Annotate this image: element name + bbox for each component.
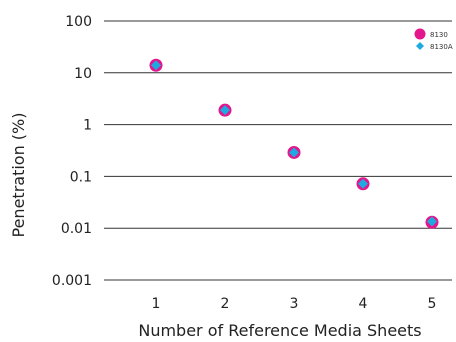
y-tick-label: 100 [65, 14, 92, 30]
legend: 8130 8130A [414, 28, 453, 51]
legend-label-8130: 8130 [430, 31, 448, 39]
point-8130A [358, 178, 368, 189]
grid-lines [104, 20, 452, 281]
y-tick-labels: 100 10 1 0.1 0.01 0.001 [52, 14, 92, 289]
x-tick-label: 5 [428, 296, 437, 312]
legend-marker-8130A [416, 42, 424, 50]
x-tick-label: 2 [221, 296, 230, 312]
point-8130A [427, 216, 437, 227]
y-tick-label: 0.1 [70, 169, 92, 185]
point-8130A [289, 147, 299, 158]
legend-label-8130A: 8130A [430, 43, 453, 51]
legend-marker-8130 [414, 28, 426, 40]
x-tick-label: 1 [152, 296, 161, 312]
x-tick-labels: 1 2 3 4 5 [152, 296, 437, 312]
y-tick-label: 1 [83, 118, 92, 134]
y-tick-label: 0.001 [52, 273, 92, 289]
y-tick-label: 10 [74, 66, 92, 82]
data-points [149, 58, 439, 229]
y-axis-label: Penetration (%) [9, 113, 28, 238]
y-tick-label: 0.01 [61, 221, 92, 237]
point-8130A [151, 60, 161, 71]
x-axis-label: Number of Reference Media Sheets [138, 321, 421, 340]
x-tick-label: 4 [359, 296, 368, 312]
x-tick-label: 3 [290, 296, 299, 312]
point-8130A [220, 105, 230, 116]
